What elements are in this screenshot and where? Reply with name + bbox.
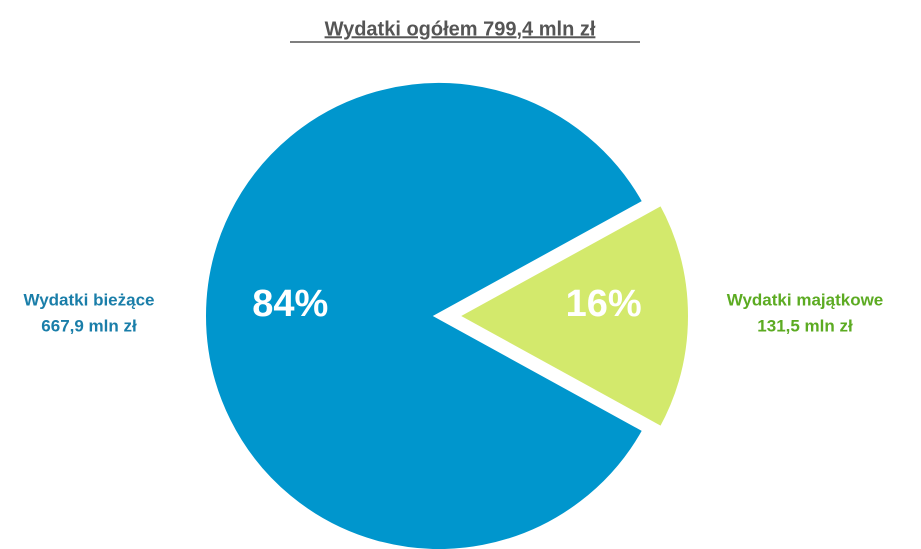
data-label: 16% [566, 283, 642, 325]
data-label: 84% [252, 283, 328, 325]
amount-label: 667,9 mln zł [41, 316, 137, 335]
pie-slice [448, 198, 694, 434]
category-label: Wydatki bieżące [23, 290, 154, 309]
category-label: Wydatki majątkowe [727, 290, 884, 309]
chart-title: Wydatki ogółem 799,4 mln zł [325, 18, 596, 40]
pie-slice [200, 77, 650, 549]
amount-label: 131,5 mln zł [757, 316, 853, 335]
